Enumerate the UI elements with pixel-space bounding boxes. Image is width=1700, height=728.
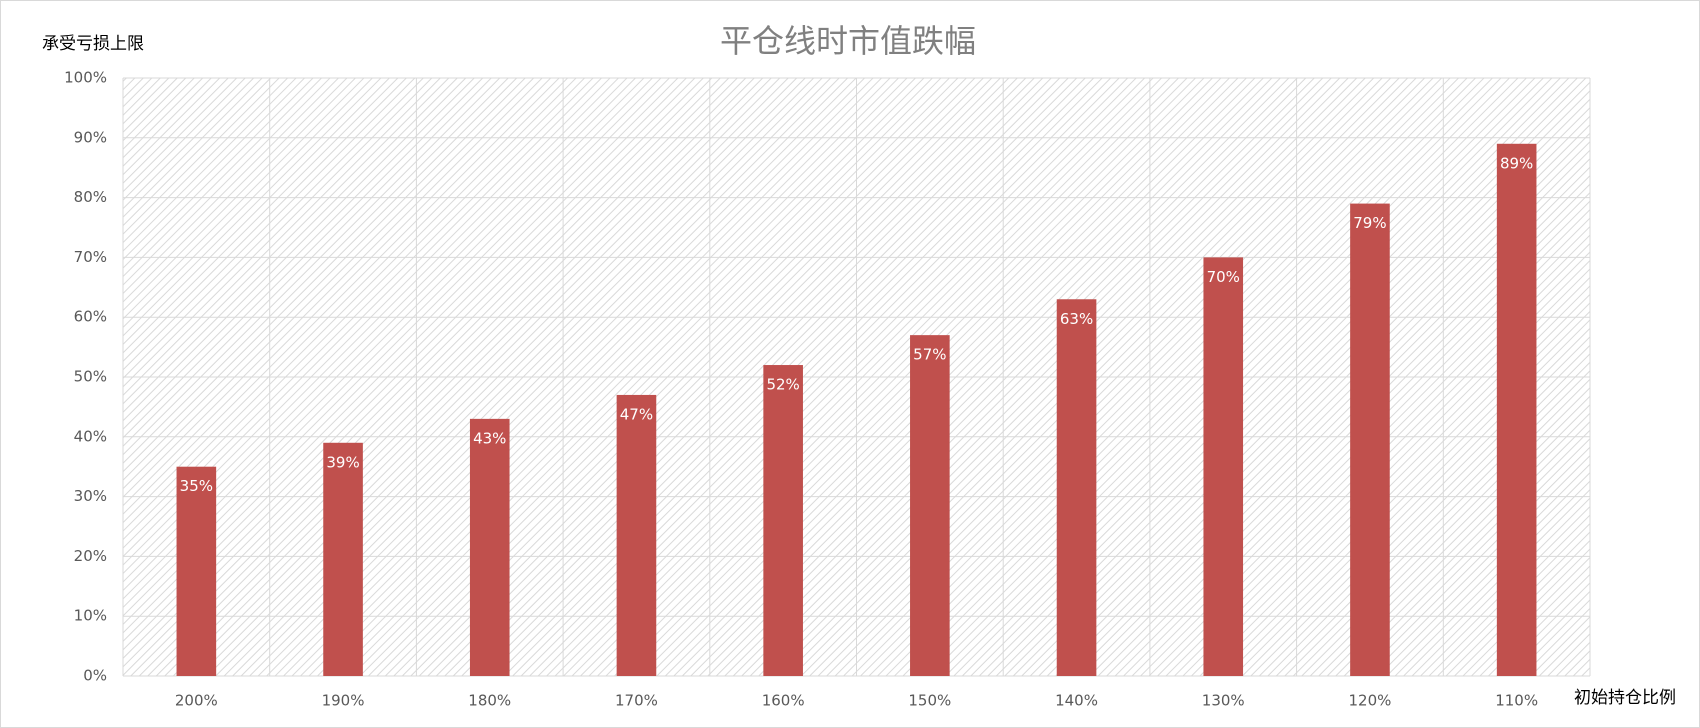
- data-label: 35%: [180, 477, 213, 495]
- data-label: 57%: [913, 346, 946, 364]
- y-tick-label: 40%: [74, 427, 107, 445]
- data-label: 39%: [326, 453, 359, 471]
- data-label: 43%: [473, 429, 506, 447]
- bar: [1203, 257, 1244, 676]
- y-tick-label: 80%: [74, 188, 107, 206]
- bar: [910, 335, 950, 676]
- y-tick-label: 50%: [74, 368, 107, 386]
- x-tick-label: 140%: [1055, 692, 1098, 710]
- y-tick-label: 30%: [74, 487, 107, 505]
- bar: [1496, 143, 1537, 676]
- bar: [323, 442, 363, 676]
- data-label: 52%: [766, 376, 799, 394]
- y-tick-label: 70%: [74, 248, 107, 266]
- y-tick-label: 10%: [74, 607, 107, 625]
- x-tick-label: 180%: [468, 692, 511, 710]
- x-tick-label: 120%: [1349, 692, 1392, 710]
- data-label: 89%: [1500, 154, 1533, 172]
- y-tick-label: 90%: [74, 128, 107, 146]
- x-tick-label: 190%: [322, 692, 365, 710]
- x-tick-label: 160%: [762, 692, 805, 710]
- y-tick-label: 100%: [64, 69, 107, 87]
- data-label: 63%: [1060, 310, 1093, 328]
- y-axis-label: 承受亏损上限: [42, 34, 144, 54]
- x-axis-label: 初始持仓比例: [1574, 688, 1676, 708]
- x-tick-label: 170%: [615, 692, 658, 710]
- data-label: 47%: [620, 405, 653, 423]
- x-tick-label: 200%: [175, 692, 218, 710]
- y-tick-label: 0%: [83, 667, 107, 685]
- x-tick-label: 110%: [1495, 692, 1538, 710]
- bar: [1350, 203, 1390, 676]
- y-tick-label: 20%: [74, 547, 107, 565]
- bar: [469, 418, 510, 676]
- data-label: 70%: [1207, 268, 1240, 286]
- bar: [763, 365, 803, 676]
- x-tick-label: 130%: [1202, 692, 1245, 710]
- bar: [616, 394, 657, 676]
- bar: [1056, 299, 1097, 676]
- chart-title: 平仓线时市值跌幅: [720, 22, 976, 60]
- x-tick-label: 150%: [908, 692, 951, 710]
- data-label: 79%: [1353, 214, 1386, 232]
- y-tick-label: 60%: [74, 308, 107, 326]
- bar: [176, 466, 217, 676]
